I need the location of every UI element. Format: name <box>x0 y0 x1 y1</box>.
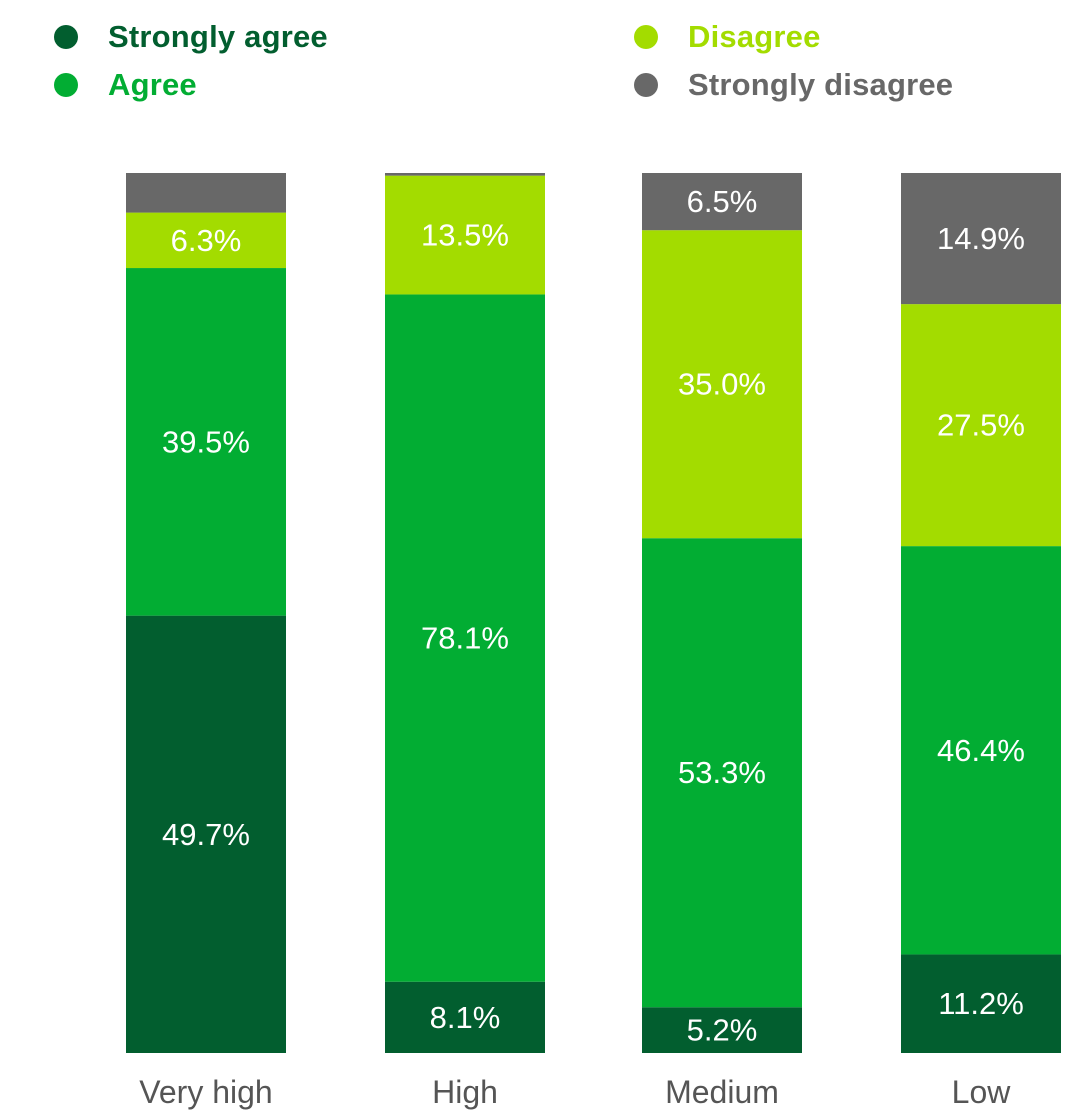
legend-item-agree: Agree <box>54 67 197 103</box>
bar-segment-low-strongly-disagree <box>901 173 1061 305</box>
legend-item-strongly-agree: Strongly agree <box>54 19 328 55</box>
bar-segment-low-strongly-agree <box>901 954 1061 1053</box>
data-label-medium-disagree: 35.0% <box>678 367 766 402</box>
bar-segment-low-agree <box>901 546 1061 955</box>
data-label-low-strongly-agree: 11.2% <box>938 986 1024 1021</box>
bar-segment-high-agree <box>385 294 545 982</box>
bar-segment-medium-strongly-agree <box>642 1007 802 1053</box>
bar-segment-high-strongly-agree <box>385 981 545 1053</box>
legend-label-agree: Agree <box>108 67 197 102</box>
data-label-very-high-disagree: 6.3% <box>171 223 242 258</box>
bar-segment-high-disagree <box>385 175 545 295</box>
bar-segment-very-high-agree <box>126 268 286 616</box>
data-label-very-high-strongly-agree: 49.7% <box>162 817 250 852</box>
legend-item-disagree: Disagree <box>634 19 821 55</box>
bar-segment-very-high-strongly-agree <box>126 615 286 1053</box>
legend-label-disagree: Disagree <box>688 19 821 54</box>
bar-segment-medium-agree <box>642 538 802 1008</box>
bar-segment-very-high-strongly-disagree <box>126 173 286 213</box>
data-label-high-strongly-agree: 8.1% <box>430 1000 501 1035</box>
legend-swatch-strongly-disagree <box>634 73 658 97</box>
data-label-high-agree: 78.1% <box>421 621 509 656</box>
category-label-low: Low <box>952 1074 1012 1110</box>
legend-swatch-disagree <box>634 25 658 49</box>
data-label-low-agree: 46.4% <box>937 733 1025 768</box>
legend-label-strongly-disagree: Strongly disagree <box>688 67 954 102</box>
legend-swatch-agree <box>54 73 78 97</box>
bar-segment-low-disagree <box>901 304 1061 547</box>
category-label-very-high: Very high <box>139 1074 272 1110</box>
data-label-high-disagree: 13.5% <box>421 218 509 253</box>
legend-label-strongly-agree: Strongly agree <box>108 19 328 54</box>
category-label-high: High <box>432 1074 498 1110</box>
data-label-very-high-agree: 39.5% <box>162 424 250 459</box>
bar-segment-medium-disagree <box>642 230 802 539</box>
category-label-medium: Medium <box>665 1074 779 1110</box>
data-label-low-disagree: 27.5% <box>937 408 1025 443</box>
data-label-medium-strongly-agree: 5.2% <box>687 1013 758 1048</box>
legend-item-strongly-disagree: Strongly disagree <box>634 67 953 103</box>
legend-swatch-strongly-agree <box>54 25 78 49</box>
bar-segment-very-high-disagree <box>126 212 286 269</box>
chart-legend: Strongly agree Agree Disagree Strongly d… <box>0 14 1082 104</box>
data-label-low-strongly-disagree: 14.9% <box>937 221 1025 256</box>
data-label-medium-strongly-disagree: 6.5% <box>687 184 758 219</box>
data-label-medium-agree: 53.3% <box>678 755 766 790</box>
bar-segment-medium-strongly-disagree <box>642 173 802 231</box>
bar-segment-high-strongly-disagree <box>385 173 545 176</box>
